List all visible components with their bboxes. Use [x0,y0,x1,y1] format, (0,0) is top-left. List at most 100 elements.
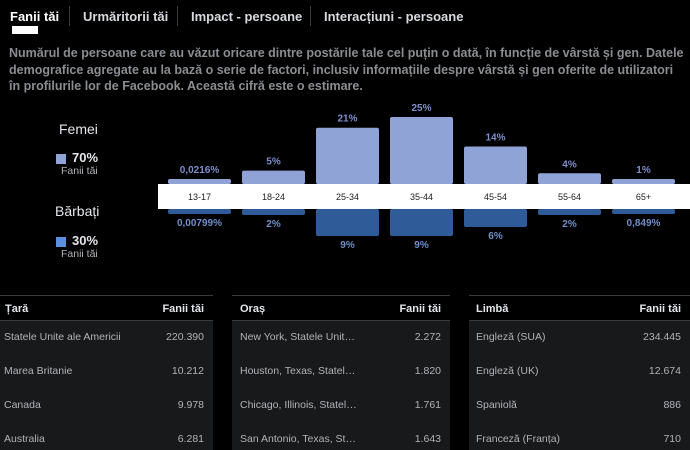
tab-divider [69,6,70,26]
country-name-cell: Australia [4,433,45,445]
table-row: Marea Britanie 10.212 [0,355,213,389]
bar-men-35-44 [390,209,453,236]
table-header: Oraș Fanii tăi [232,295,450,321]
age-tick-45-54: 45-54 [484,192,507,202]
legend-women-swatch [56,154,66,164]
bar-women-55-64 [538,173,601,184]
data-label-women-65+: 1% [636,165,651,176]
data-label-men-25-34: 9% [340,240,355,251]
fans-column-header[interactable]: Fanii tăi [639,303,681,315]
country-name-cell: Canada [4,399,41,411]
city-name-cell: Chicago, Illinois, Statel… [240,399,357,411]
bar-women-25-34 [316,127,379,184]
table-row: New York, Statele Unit… 2.272 [232,321,450,355]
data-label-men-18-24: 2% [266,219,281,230]
age-tick-65+: 65+ [636,192,651,202]
table-row: Houston, Texas, Statel… 1.820 [232,355,450,389]
bar-women-65+ [612,179,675,184]
data-label-men-45-54: 6% [488,231,503,242]
fans-value-cell: 6.281 [177,433,204,445]
fans-value-cell: 886 [663,399,681,411]
age-tick-35-44: 35-44 [410,192,433,202]
legend-women-title: Femei [59,121,98,137]
fans-value-cell: 1.820 [414,365,441,377]
tab-engagement-people[interactable]: Interacțiuni - persoane [324,9,464,24]
legend-men-swatch [56,237,66,247]
description-text: Numărul de persoane care au văzut oricar… [9,46,684,93]
fans-value-cell: 220.390 [166,331,204,343]
data-label-men-65+: 0,849% [627,218,661,229]
age-tick-13-17: 13-17 [188,192,211,202]
age-gender-chart: 0,0216% 0,00799% 5% 2% 21% 9% 25% 9% 14% 6% 4% 2% 1%… [158,103,690,251]
bar-men-13-17 [168,209,231,214]
fans-value-cell: 12.674 [648,365,681,377]
table-header: Țară Fanii tăi [0,295,213,321]
city-name-cell: San Antonio, Texas, St… [240,433,356,445]
table-row: Franceză (Franța) 710 [469,423,690,450]
data-label-men-13-17: 0,00799% [177,218,222,229]
age-tick-55-64: 55-64 [558,192,581,202]
tab-reach-people[interactable]: Impact - persoane [191,9,303,24]
fans-value-cell: 1.643 [414,433,441,445]
table-row: San Antonio, Texas, St… 1.643 [232,423,450,450]
fans-value-cell: 10.212 [171,365,204,377]
data-label-women-45-54: 14% [485,132,505,143]
bar-women-45-54 [464,146,527,184]
country-name-cell: Marea Britanie [4,365,73,377]
table-gap [450,295,469,450]
table-row: Chicago, Illinois, Statel… 1.761 [232,389,450,423]
table-row: Spaniolă 886 [469,389,690,423]
table-row: Australia 6.281 [0,423,213,450]
city-name-cell: New York, Statele Unit… [240,331,355,343]
bar-women-13-17 [168,179,231,184]
city-name-cell: Houston, Texas, Statel… [240,365,356,377]
tab-bar: Fanii tăi Urmăritorii tăi Impact - perso… [0,0,690,34]
fans-value-cell: 710 [663,433,681,445]
bar-men-55-64 [538,209,601,215]
bar-women-18-24 [242,170,305,184]
data-label-men-35-44: 9% [414,240,429,251]
data-label-men-55-64: 2% [562,219,577,230]
table-gap [213,295,232,450]
language-name-cell: Engleză (SUA) [476,331,546,343]
table-row: Canada 9.978 [0,389,213,423]
tab-your-followers[interactable]: Urmăritorii tăi [83,9,169,24]
country-table: Țară Fanii tăi Statele Unite ale Americi… [0,295,213,450]
data-label-women-25-34: 21% [337,114,357,125]
fans-value-cell: 234.445 [643,331,681,343]
active-tab-indicator [12,26,38,34]
tab-divider [177,6,178,26]
fans-column-header[interactable]: Fanii tăi [399,303,441,315]
legend-women-percent: 70% [72,150,99,165]
fans-value-cell: 9.978 [177,399,204,411]
country-name-cell: Statele Unite ale Americii [4,331,121,343]
bar-men-18-24 [242,209,305,215]
table-row: Statele Unite ale Americii 220.390 [0,321,213,355]
legend-men-sub: Fanii tăi [61,248,98,260]
data-label-women-35-44: 25% [411,103,431,114]
age-tick-18-24: 18-24 [262,192,285,202]
data-label-women-13-17: 0,0216% [180,165,220,176]
bar-women-35-44 [390,117,453,184]
table-row: Engleză (SUA) 234.445 [469,321,690,355]
legend-men-title: Bărbați [55,203,100,219]
tab-divider [310,6,311,26]
tab-your-fans[interactable]: Fanii tăi [10,9,60,24]
data-label-women-18-24: 5% [266,157,281,168]
bar-men-25-34 [316,209,379,236]
country-column-header[interactable]: Țară [5,303,29,315]
age-axis-strip [158,184,690,209]
city-column-header[interactable]: Oraș [240,303,266,315]
age-tick-25-34: 25-34 [336,192,359,202]
bar-men-45-54 [464,209,527,227]
language-name-cell: Engleză (UK) [476,365,539,377]
city-table: Oraș Fanii tăi New York, Statele Unit… 2.… [232,295,450,450]
language-table: Limbă Fanii tăi Engleză (SUA) 234.445 Engl… [469,295,690,450]
language-name-cell: Franceză (Franța) [476,433,561,445]
language-column-header[interactable]: Limbă [476,303,509,315]
fans-column-header[interactable]: Fanii tăi [162,303,204,315]
bar-men-65+ [612,209,675,214]
legend-men-percent: 30% [72,233,99,248]
fans-value-cell: 2.272 [414,331,441,343]
legend-women-sub: Fanii tăi [61,165,98,177]
